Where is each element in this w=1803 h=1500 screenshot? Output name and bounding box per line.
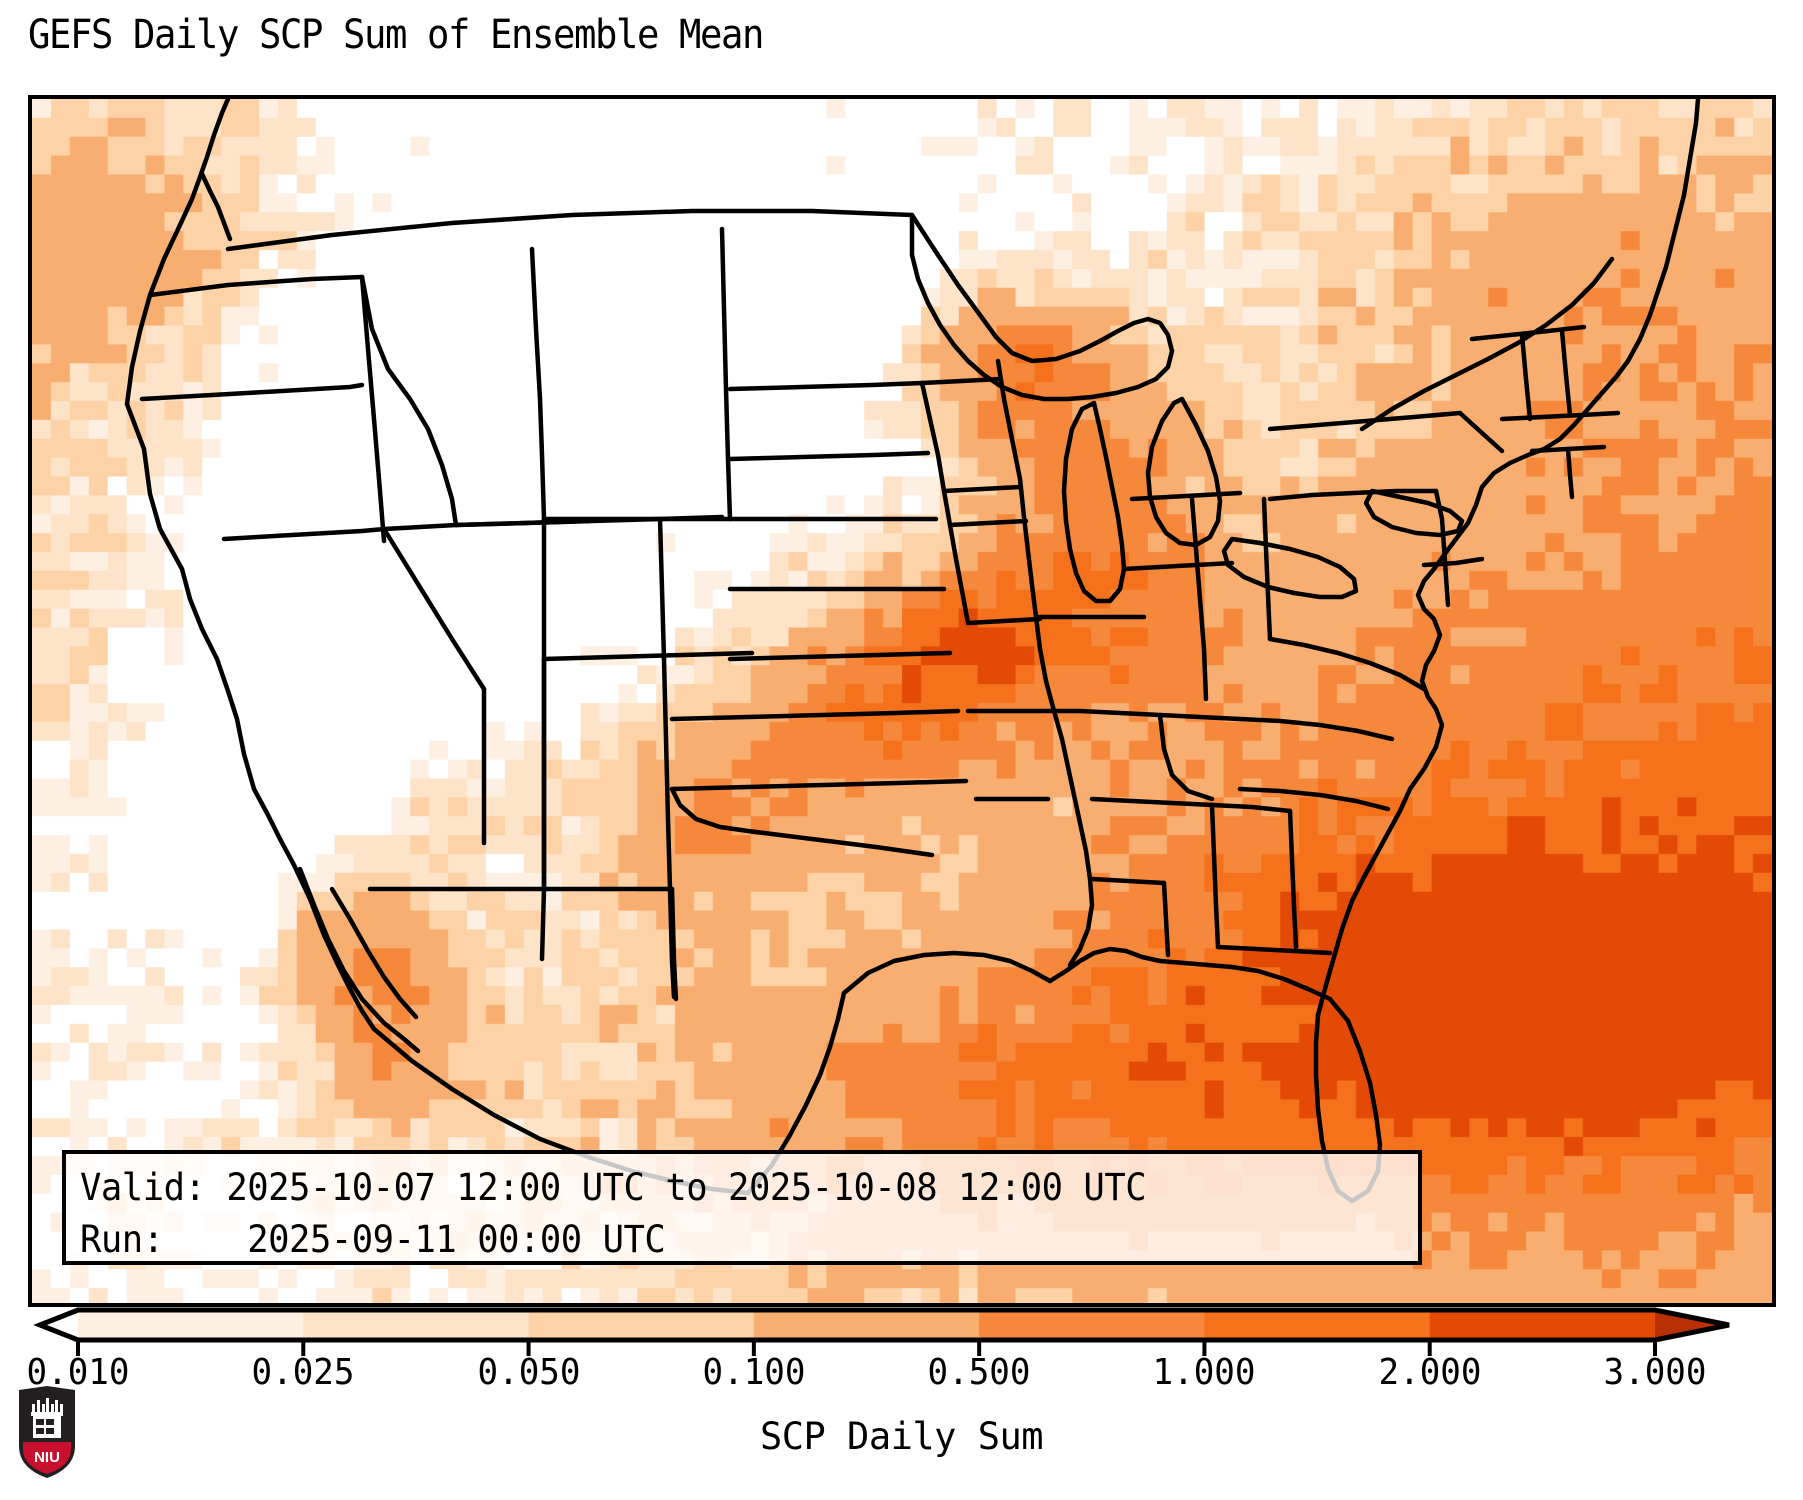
boundary-path-42 [727, 380, 925, 392]
colorbar [0, 1300, 1803, 1360]
boundary-path-22 [147, 274, 365, 298]
niu-logo-text: NIU [34, 1449, 60, 1466]
boundary-path-7 [841, 950, 1053, 996]
boundary-path-68 [1189, 496, 1209, 702]
boundary-path-20 [1363, 488, 1465, 538]
boundary-path-77 [1457, 410, 1505, 454]
boundary-path-70 [1157, 712, 1215, 802]
boundary-path-48 [669, 778, 969, 792]
boundary-path-46 [727, 650, 953, 662]
colorbar-tick-label-5: 1.000 [1152, 1352, 1256, 1393]
boundary-path-16 [909, 212, 1175, 402]
boundary-path-50 [919, 380, 971, 626]
colorbar-band-4 [979, 1310, 1206, 1340]
boundary-path-74 [1267, 488, 1439, 502]
boundary-path-47 [669, 708, 961, 722]
map-boundaries-overlay [124, 99, 1701, 1204]
boundary-path-62 [1287, 808, 1299, 950]
niu-logo: NIU [19, 1386, 75, 1478]
valid-time-line: Valid: 2025-10-07 12:00 UTC to 2025-10-0… [80, 1166, 1147, 1209]
boundary-path-25 [221, 526, 387, 542]
boundary-path-72 [1237, 786, 1391, 812]
boundary-path-29 [359, 274, 459, 528]
boundary-path-3 [124, 99, 231, 407]
boundary-path-18 [1145, 396, 1223, 548]
boundary-path-73 [1267, 636, 1427, 692]
colorbar-band-5 [1204, 1310, 1431, 1340]
colorbar-tick-label-4: 0.500 [927, 1352, 1031, 1393]
page-title: GEFS Daily SCP Sum of Ensemble Mean [28, 12, 764, 58]
boundary-path-17 [1061, 400, 1127, 604]
colorbar-under-arrow [40, 1310, 78, 1340]
boundary-path-53 [941, 484, 1023, 494]
boundary-path-78 [1469, 324, 1587, 342]
boundary-path-34 [541, 650, 755, 662]
boundary-path-66 [1121, 560, 1235, 572]
boundary-path-85 [1441, 544, 1451, 608]
boundary-path-49 [669, 786, 935, 858]
boundary-path-81 [1499, 410, 1621, 422]
boundary-path-43 [727, 450, 931, 462]
boundary-path-4 [199, 171, 233, 242]
colorbar-band-3 [753, 1310, 980, 1340]
boundary-path-0 [124, 401, 377, 1032]
boundary-path-2 [329, 886, 419, 1020]
boundary-path-84 [1421, 556, 1485, 568]
boundary-path-58 [1089, 796, 1293, 814]
forecast-annotation-box: Valid: 2025-10-07 12:00 UTC to 2025-10-0… [62, 1150, 1422, 1265]
colorbar-band-2 [528, 1310, 755, 1340]
boundary-path-55 [965, 616, 1043, 626]
boundary-path-60 [1161, 880, 1171, 958]
boundary-path-36 [657, 516, 667, 662]
boundary-path-75 [1433, 488, 1447, 550]
colorbar-over-arrow [1655, 1310, 1729, 1340]
colorbar-tick-label-1: 0.025 [251, 1352, 355, 1393]
boundary-path-24 [359, 274, 387, 544]
scp-heatmap-canvas [32, 99, 1772, 1303]
colorbar-axis-label: SCP Daily Sum [759, 1415, 1044, 1458]
boundary-path-11 [1315, 786, 1413, 1018]
boundary-path-23 [139, 382, 365, 402]
boundary-path-59 [1089, 876, 1167, 886]
boundary-path-61 [1209, 802, 1221, 950]
colorbar-swatches [33, 1307, 1730, 1356]
boundary-path-63 [1215, 944, 1333, 956]
boundary-path-14 [1625, 99, 1701, 364]
run-time-line: Run: 2025-09-11 00:00 UTC [80, 1218, 666, 1261]
boundary-path-30 [529, 246, 547, 522]
boundary-path-67 [1129, 490, 1243, 502]
boundary-path-76 [1267, 410, 1463, 432]
colorbar-tick-label-2: 0.050 [477, 1352, 581, 1393]
colorbar-band-6 [1429, 1310, 1656, 1340]
boundary-path-1 [297, 866, 421, 1054]
boundary-path-9 [1157, 958, 1333, 1002]
boundary-path-13 [1441, 358, 1631, 558]
boundary-path-65 [1037, 708, 1243, 722]
boundary-path-21 [1359, 256, 1615, 432]
boundary-path-41 [669, 886, 679, 1002]
boundary-path-51 [995, 358, 1095, 968]
boundary-path-32 [719, 226, 733, 522]
boundary-path-52 [919, 376, 1003, 386]
colorbar-tick-label-0: 0.010 [26, 1352, 130, 1393]
boundary-path-69 [1261, 496, 1273, 642]
boundary-path-54 [947, 518, 1029, 528]
boundary-path-12 [1407, 552, 1447, 792]
boundary-path-15 [225, 208, 915, 252]
boundary-path-79 [1519, 332, 1533, 422]
map-plot-frame [28, 95, 1776, 1307]
boundary-path-83 [1565, 446, 1575, 500]
boundary-path-80 [1559, 328, 1573, 418]
colorbar-band-0 [78, 1310, 304, 1340]
boundary-path-19 [1221, 536, 1359, 600]
colorbar-tick-labels: 0.010 0.025 0.050 0.100 0.500 1.000 2.000 3.000 [0, 1352, 1803, 1398]
boundary-path-71 [1237, 716, 1395, 742]
colorbar-tick-label-3: 0.100 [702, 1352, 806, 1393]
boundary-path-26 [381, 526, 487, 692]
colorbar-band-1 [303, 1310, 530, 1340]
boundary-path-8 [1047, 946, 1163, 984]
colorbar-tick-label-6: 2.000 [1378, 1352, 1482, 1393]
colorbar-tick-label-7: 3.000 [1603, 1352, 1707, 1393]
political-boundaries [124, 99, 1701, 1204]
